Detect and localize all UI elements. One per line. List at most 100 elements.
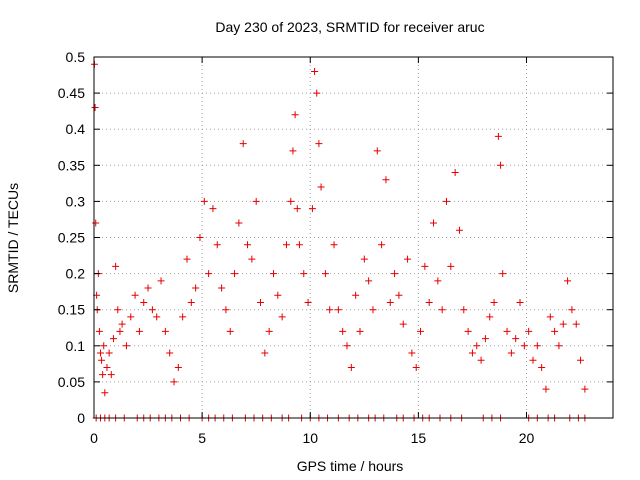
data-point xyxy=(442,197,450,205)
data-point xyxy=(183,255,191,263)
data-point xyxy=(287,197,295,205)
data-point xyxy=(538,363,546,371)
data-point xyxy=(546,313,554,321)
y-tick-label: 0.35 xyxy=(58,157,85,173)
data-point xyxy=(187,298,195,306)
data-point xyxy=(226,327,234,335)
data-point xyxy=(239,140,247,148)
data-point xyxy=(205,270,213,278)
data-point xyxy=(555,342,563,350)
data-point xyxy=(278,313,286,321)
data-points xyxy=(90,60,589,422)
data-point xyxy=(391,270,399,278)
data-point xyxy=(412,363,420,371)
data-point xyxy=(308,205,316,213)
data-point xyxy=(100,342,108,350)
data-point xyxy=(311,67,319,75)
data-point xyxy=(92,219,100,227)
x-tick-label: 10 xyxy=(302,430,318,446)
data-point xyxy=(447,262,455,270)
y-tick-label: 0.25 xyxy=(58,230,85,246)
data-point xyxy=(438,306,446,314)
data-point xyxy=(257,298,265,306)
x-tick-label: 5 xyxy=(198,430,206,446)
data-point xyxy=(568,306,576,314)
data-point xyxy=(451,169,459,177)
data-point xyxy=(114,306,122,314)
data-point xyxy=(98,356,106,364)
data-point xyxy=(96,349,104,357)
data-point xyxy=(464,327,472,335)
y-tick-label: 0.45 xyxy=(58,85,85,101)
data-point xyxy=(572,320,580,328)
data-point xyxy=(235,219,243,227)
data-point xyxy=(282,241,290,249)
data-point xyxy=(213,241,221,249)
y-axis-label: SRMTID / TECUs xyxy=(5,183,21,293)
data-point xyxy=(101,389,109,397)
data-point xyxy=(486,313,494,321)
y-tick-label: 0.15 xyxy=(58,302,85,318)
data-point xyxy=(231,270,239,278)
data-point xyxy=(490,298,498,306)
data-point xyxy=(103,363,111,371)
data-point xyxy=(248,255,256,263)
plot-frame xyxy=(93,56,614,419)
data-point xyxy=(529,356,537,364)
data-point xyxy=(161,327,169,335)
data-point xyxy=(274,291,282,299)
data-point xyxy=(481,335,489,343)
data-point xyxy=(135,327,143,335)
y-tick-label: 0.2 xyxy=(66,266,86,282)
data-point xyxy=(317,183,325,191)
data-point xyxy=(157,277,165,285)
data-point xyxy=(417,327,425,335)
data-point xyxy=(455,226,463,234)
data-point xyxy=(315,140,323,148)
y-tick-label: 0.1 xyxy=(66,338,86,354)
data-point xyxy=(468,349,476,357)
data-point xyxy=(291,111,299,119)
data-point xyxy=(209,205,217,213)
data-point xyxy=(507,349,515,357)
data-point xyxy=(218,284,226,292)
data-point xyxy=(494,132,502,140)
data-point xyxy=(399,320,407,328)
data-point xyxy=(99,371,107,379)
data-point xyxy=(295,241,303,249)
data-point xyxy=(382,176,390,184)
y-tick-label: 0 xyxy=(77,410,85,426)
data-point xyxy=(313,89,321,97)
data-point xyxy=(95,327,103,335)
data-point xyxy=(356,327,364,335)
data-point xyxy=(499,270,507,278)
data-point xyxy=(404,255,412,263)
data-point xyxy=(334,306,342,314)
data-point xyxy=(196,234,204,241)
data-point xyxy=(360,255,368,263)
data-point xyxy=(109,335,117,343)
data-point xyxy=(425,298,433,306)
data-point xyxy=(512,335,520,343)
data-point xyxy=(127,313,135,321)
data-point xyxy=(533,342,541,350)
x-axis-label: GPS time / hours xyxy=(297,458,404,474)
data-point xyxy=(373,147,381,155)
x-tick-label: 20 xyxy=(519,430,535,446)
data-point xyxy=(153,313,161,321)
data-point xyxy=(408,349,416,357)
axis-ticks: 0 5 10 15 20 0 0.05 0.1 0.15 0.2 0.25 0.3 0.35 0.4 0.4… xyxy=(58,49,613,446)
data-point xyxy=(326,306,334,314)
data-point xyxy=(321,270,329,278)
data-point xyxy=(516,298,524,306)
y-tick-label: 0.05 xyxy=(58,374,85,390)
data-point xyxy=(192,284,200,292)
grid xyxy=(94,57,613,418)
data-point xyxy=(179,313,187,321)
data-point xyxy=(421,262,429,270)
data-point xyxy=(289,147,297,155)
data-point xyxy=(386,298,394,306)
data-point xyxy=(520,342,528,350)
data-point xyxy=(365,277,373,285)
data-point xyxy=(559,320,567,328)
